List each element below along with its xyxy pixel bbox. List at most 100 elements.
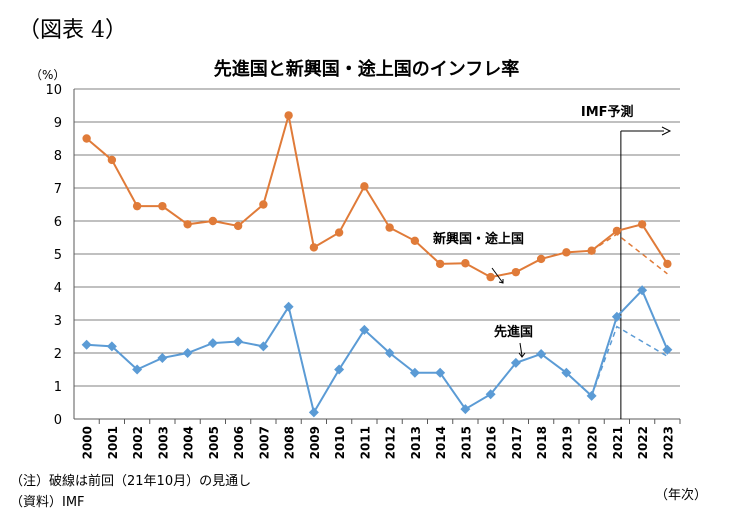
emerging-data-point	[612, 226, 622, 236]
x-tick-label: 2005	[207, 426, 221, 459]
advanced-data-point	[283, 301, 294, 312]
x-tick-label: 2011	[358, 426, 372, 459]
x-tick-label: 2022	[636, 426, 650, 459]
emerging-annotation-pointer	[491, 267, 504, 284]
advanced-data-point	[359, 324, 370, 335]
advanced-data-point	[611, 311, 622, 322]
advanced-series-line	[86, 288, 669, 416]
emerging-data-point	[587, 246, 596, 255]
x-tick-label: 2023	[661, 426, 675, 459]
emerging-data-point	[360, 182, 369, 191]
emerging-data-point	[410, 236, 420, 245]
advanced-data-point	[637, 285, 648, 296]
emerging-data-point	[158, 201, 167, 211]
x-tick-label: 2017	[510, 426, 524, 459]
chart-title: 先進国と新興国・途上国のインフレ率	[213, 59, 520, 80]
y-tick-label: 6	[54, 215, 62, 230]
x-tick-label: 2000	[81, 426, 95, 459]
advanced-data-point	[308, 407, 319, 418]
advanced-data-point	[561, 367, 572, 378]
y-tick-label: 7	[54, 182, 62, 197]
emerging-data-point	[334, 228, 344, 237]
advanced-data-point	[207, 338, 218, 349]
emerging-series-line	[85, 115, 669, 279]
emerging-data-point	[385, 223, 394, 232]
x-tick-label: 2013	[409, 426, 423, 459]
forecast-arrow-head	[661, 126, 672, 136]
y-tick-label: 10	[45, 83, 62, 98]
advanced-data-point	[106, 341, 117, 352]
emerging-data-point	[208, 216, 218, 226]
advanced-data-point	[460, 404, 471, 415]
advanced-data-point	[81, 339, 92, 350]
emerging-data-point	[536, 254, 546, 264]
x-tick-label: 2010	[333, 426, 347, 459]
y-tick-label: 3	[54, 314, 62, 329]
x-tick-label: 2020	[586, 426, 600, 459]
advanced-data-point	[384, 348, 395, 358]
x-tick-label: 2015	[459, 426, 473, 459]
x-tick-label: 2021	[611, 426, 625, 459]
x-tick-label: 2006	[232, 426, 246, 459]
advanced-data-point	[258, 341, 269, 352]
advanced-annotation-arrowhead	[518, 352, 526, 358]
advanced-data-point	[182, 348, 193, 358]
x-tick-label: 2002	[131, 426, 145, 459]
y-tick-label: 0	[54, 413, 62, 428]
advanced-annotation-pointer	[519, 342, 523, 357]
x-tick-label: 2019	[560, 426, 574, 459]
emerging-data-point	[637, 220, 647, 229]
figure-label: （図表 4）	[18, 18, 127, 43]
x-tick-label: 2014	[434, 426, 448, 459]
forecast-label: IMF予測	[581, 104, 634, 120]
emerging-data-point	[511, 267, 521, 277]
x-tick-label: 2004	[182, 426, 196, 459]
y-tick-label: 4	[54, 281, 62, 296]
y-tick-label: 2	[54, 347, 62, 362]
y-tick-label: 9	[54, 116, 62, 131]
emerging-data-point	[309, 243, 319, 252]
x-tick-label: 2009	[308, 426, 322, 459]
advanced-data-point	[435, 367, 446, 378]
advanced-data-point	[662, 344, 673, 355]
emerging-data-point	[486, 272, 495, 282]
x-tick-label: 2001	[106, 426, 120, 459]
y-axis-unit: （%）	[30, 68, 66, 82]
x-tick-label: 2018	[535, 426, 549, 459]
emerging-annotation-arrowhead	[498, 279, 504, 284]
source-text: （資料）IMF	[10, 495, 85, 510]
x-tick-label: 2003	[156, 426, 170, 459]
advanced-data-point	[334, 364, 345, 375]
advanced-data-point	[233, 336, 244, 347]
emerging-data-point	[107, 155, 117, 165]
note-text: （注）破線は前回（21年10月）の見通し	[10, 474, 252, 489]
emerging-data-point	[435, 259, 445, 269]
x-tick-label: 2012	[384, 426, 398, 459]
x-tick-label: 2007	[257, 426, 271, 459]
emerging-data-point	[284, 111, 293, 120]
advanced-data-point	[132, 364, 143, 375]
y-tick-label: 8	[54, 149, 62, 164]
advanced-data-point	[409, 367, 420, 378]
advanced-data-point	[586, 390, 597, 401]
y-tick-label: 1	[54, 380, 62, 395]
x-tick-label: 2016	[485, 426, 499, 459]
previous-forecast-line	[590, 325, 668, 397]
emerging-data-point	[132, 201, 142, 211]
emerging-series-annotation: 新興国・途上国	[433, 231, 524, 247]
advanced-data-point	[536, 348, 547, 359]
emerging-data-point	[259, 200, 268, 209]
x-tick-label: 2008	[283, 426, 297, 459]
emerging-data-point	[183, 220, 192, 229]
emerging-data-point	[663, 259, 672, 269]
emerging-data-point	[562, 248, 571, 257]
emerging-data-point	[233, 221, 243, 231]
emerging-data-point	[461, 259, 470, 268]
advanced-data-point	[485, 389, 496, 400]
x-axis-unit: （年次）	[654, 488, 707, 503]
advanced-data-point	[510, 357, 521, 368]
y-tick-label: 5	[54, 248, 62, 263]
advanced-series-annotation: 先進国	[494, 324, 533, 340]
emerging-data-point	[82, 134, 91, 143]
